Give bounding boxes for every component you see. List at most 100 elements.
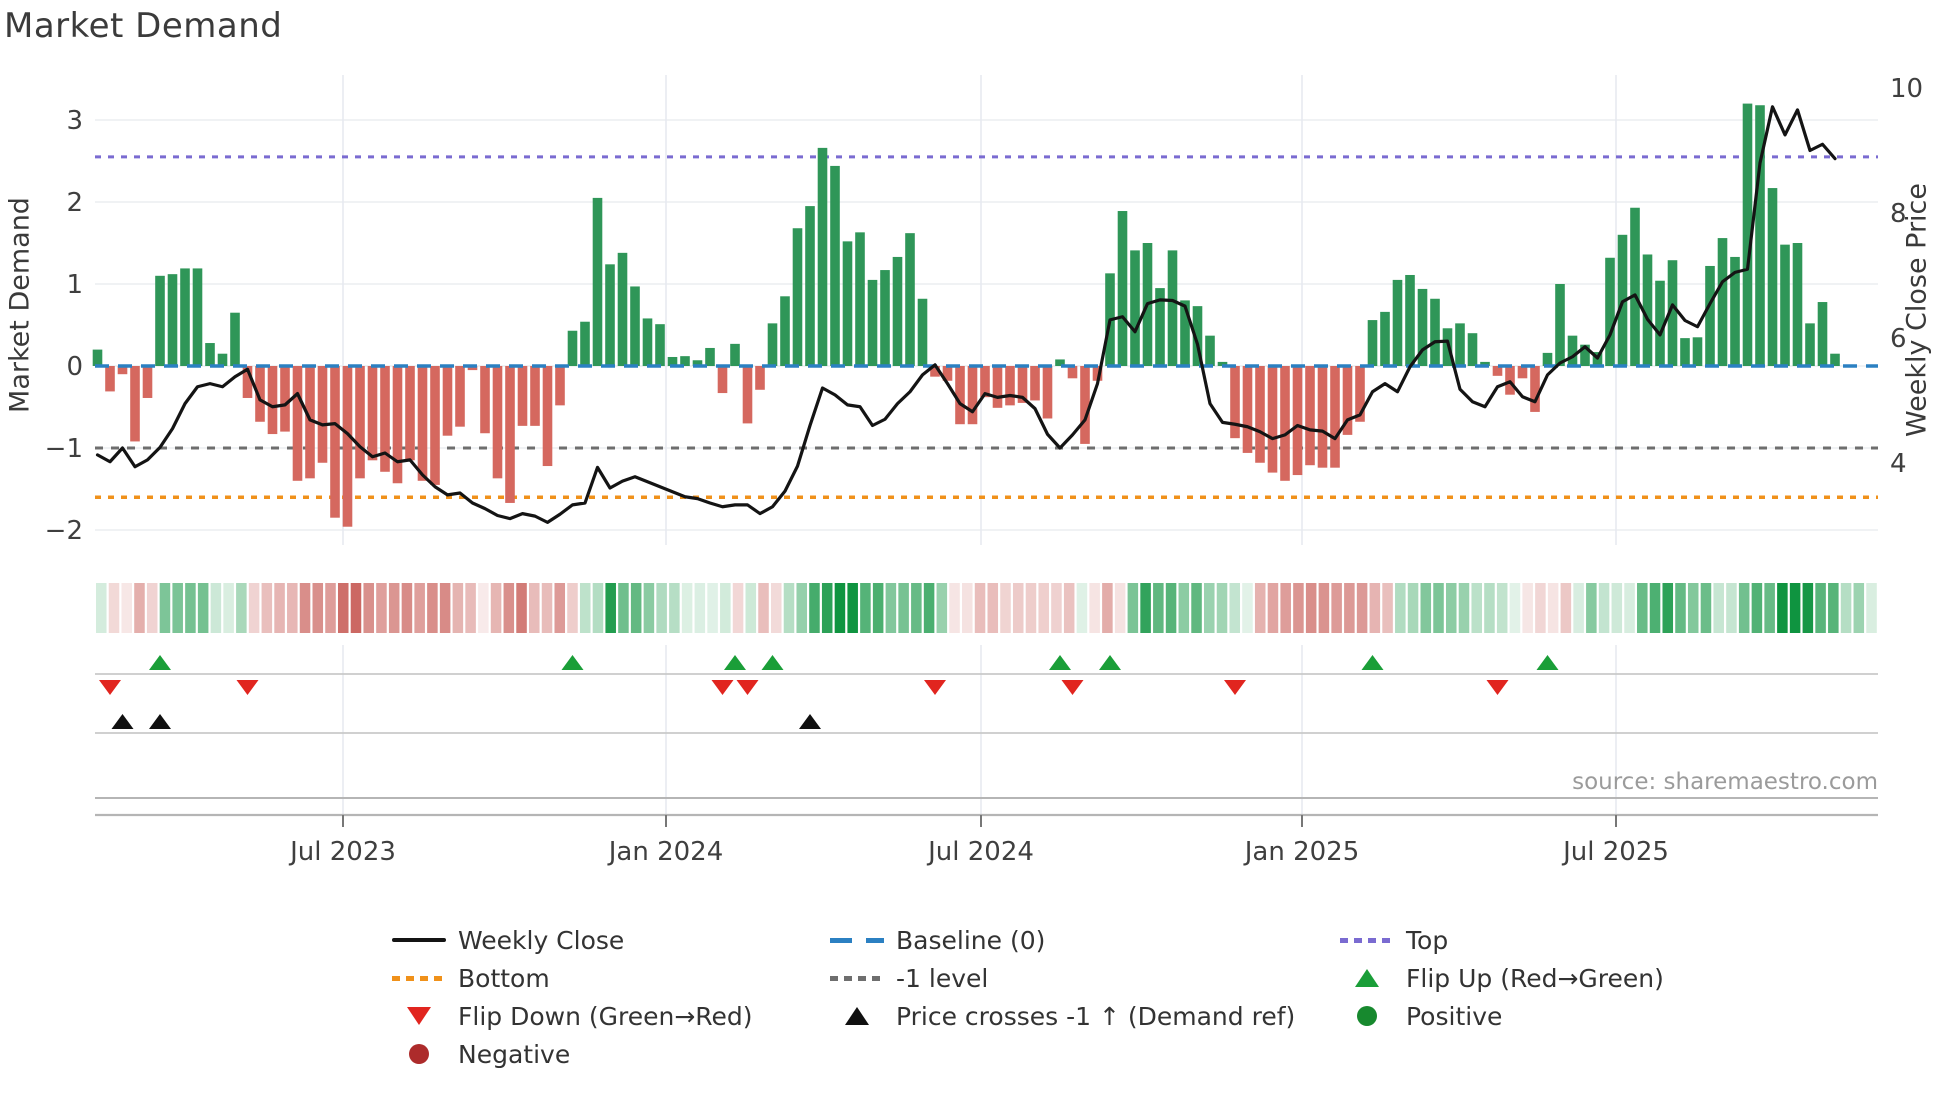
- demand-bar: [817, 147, 828, 366]
- legend-label: -1 level: [896, 963, 989, 993]
- demand-bar: [555, 366, 565, 406]
- heatmap-cell: [1395, 583, 1406, 633]
- heatmap-cell: [1242, 583, 1253, 633]
- right-tick-label: 6: [1890, 324, 1907, 354]
- heatmap-cell: [1751, 583, 1763, 633]
- flip-up-marker: [724, 655, 746, 670]
- negative-dot-icon: [409, 1044, 429, 1064]
- demand-bar: [1167, 250, 1178, 366]
- demand-bar: [1342, 366, 1353, 435]
- demand-bar: [130, 366, 140, 442]
- bottom-dotted-line-icon: [392, 975, 446, 981]
- heatmap-cell: [503, 583, 515, 633]
- heatmap-cell: [1828, 583, 1839, 633]
- legend-label: Bottom: [458, 963, 550, 993]
- demand-bar: [1492, 366, 1503, 376]
- heatmap-cell: [121, 583, 133, 633]
- heatmap-cell: [1280, 583, 1291, 633]
- heatmap-cell: [1305, 583, 1317, 633]
- heatmap-cell: [1866, 583, 1877, 633]
- left-tick-label: 1: [66, 270, 83, 300]
- heatmap-cell: [745, 583, 757, 633]
- demand-bar: [180, 268, 190, 366]
- demand-bar: [1430, 298, 1440, 366]
- legend-label: Price crosses -1 ↑ (Demand ref): [896, 1001, 1296, 1031]
- heatmap-cell: [681, 583, 693, 633]
- demand-bar: [905, 233, 915, 366]
- baseline-dashed-line-icon: [830, 937, 884, 943]
- demand-bar: [1117, 211, 1128, 366]
- demand-bar: [592, 197, 603, 366]
- demand-bar: [430, 366, 440, 485]
- demand-bar: [267, 366, 278, 435]
- heatmap-cell: [401, 583, 413, 633]
- heatmap-cell: [1789, 583, 1801, 633]
- page-title: Market Demand: [4, 6, 283, 46]
- heatmap-cell: [1318, 583, 1330, 633]
- demand-bar: [1042, 366, 1053, 419]
- heatmap-cell: [299, 583, 311, 633]
- price-cross-marker: [149, 714, 171, 729]
- heatmap-cell: [1815, 583, 1826, 633]
- heatmap-cell: [1738, 583, 1750, 633]
- heatmap-cell: [337, 583, 349, 633]
- demand-bar: [1267, 366, 1278, 473]
- heatmap-cell: [197, 583, 209, 633]
- heatmap-cell: [1598, 583, 1610, 633]
- demand-bar: [167, 274, 178, 366]
- flip-up-marker: [761, 655, 784, 670]
- legend-label: Top: [1406, 925, 1449, 955]
- demand-bar: [1067, 366, 1078, 379]
- heatmap-cell: [770, 583, 782, 633]
- heatmap-cell: [1853, 583, 1865, 633]
- demand-bar: [730, 343, 740, 366]
- minus1-dotted-line-icon: [830, 975, 884, 981]
- heatmap-cell: [1331, 583, 1342, 633]
- legend-item-weekly-close: Weekly Close: [388, 921, 753, 959]
- demand-bar: [1530, 366, 1540, 412]
- heatmap-cell: [1649, 583, 1661, 633]
- heatmap-cell: [478, 583, 489, 633]
- legend-label: Weekly Close: [458, 925, 625, 955]
- heatmap-cell: [1102, 583, 1113, 633]
- demand-bar: [1455, 323, 1465, 366]
- flip-down-marker: [1224, 680, 1246, 695]
- heatmap-cell: [490, 583, 502, 633]
- legend-item-negative: Negative: [388, 1035, 753, 1073]
- demand-bar: [855, 232, 865, 366]
- heatmap-cell: [146, 583, 158, 633]
- heatmap-cell: [388, 583, 400, 633]
- demand-bar: [567, 330, 578, 366]
- price-cross-marker: [799, 714, 821, 729]
- heatmap-cell: [1586, 583, 1597, 633]
- heatmap-cell: [1356, 583, 1368, 633]
- heatmap-cell: [962, 583, 973, 633]
- demand-bar: [917, 298, 928, 366]
- demand-bar: [1017, 366, 1028, 403]
- right-axis-label: Weekly Close Price: [1901, 182, 1933, 438]
- heatmap-cell: [236, 583, 247, 633]
- heatmap-cell: [516, 583, 527, 633]
- demand-bar: [1355, 366, 1365, 422]
- demand-bar: [380, 366, 390, 472]
- heatmap-cell: [821, 583, 833, 633]
- demand-bar: [942, 366, 953, 381]
- top-dotted-line-icon: [1340, 937, 1394, 943]
- demand-bar: [442, 366, 453, 436]
- left-tick-label: −1: [45, 434, 83, 464]
- heatmap-cell: [1140, 583, 1151, 633]
- demand-bar: [92, 349, 103, 366]
- heatmap-cell: [694, 583, 706, 633]
- demand-bar: [1542, 352, 1553, 366]
- demand-bar: [1655, 280, 1665, 366]
- demand-bar: [642, 318, 653, 366]
- demand-bar: [1192, 306, 1203, 366]
- flip-up-marker: [1361, 655, 1384, 670]
- demand-bar: [1417, 288, 1428, 366]
- heatmap-cell: [210, 583, 222, 633]
- heatmap-cell: [529, 583, 540, 633]
- heatmap-cell: [1229, 583, 1241, 633]
- heatmap-cell: [605, 583, 616, 633]
- heatmap-cell: [885, 583, 897, 633]
- heatmap-cell: [949, 583, 960, 633]
